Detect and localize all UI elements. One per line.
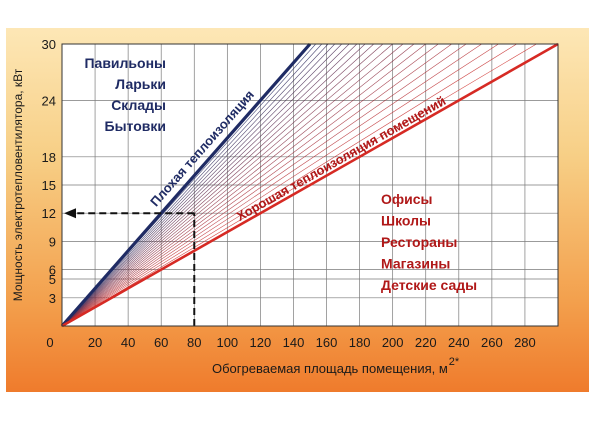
example-arrowhead (64, 208, 76, 219)
good-insulation-building-label: Магазины (381, 256, 450, 272)
x-tick-label: 280 (514, 335, 536, 350)
series-line-good-insulation (61, 42, 559, 328)
fan-line (61, 43, 517, 327)
y-tick-label: 5 (49, 272, 56, 287)
fan-line (61, 43, 374, 327)
y-tick-label: 9 (49, 234, 56, 249)
fan-line (61, 43, 452, 327)
x-tick-label: 80 (187, 335, 201, 350)
fan-line (61, 43, 358, 327)
plot-frame (61, 43, 559, 327)
y-tick-label: 3 (49, 291, 56, 306)
good-insulation-building-label: Офисы (381, 191, 433, 207)
fan-line (61, 43, 537, 327)
poor-insulation-building-label: Бытовки (105, 118, 166, 134)
x-tick-label: 40 (121, 335, 135, 350)
x-tick-label: 220 (415, 335, 437, 350)
fan-line (61, 43, 404, 327)
y-tick-label: 18 (42, 150, 56, 165)
fan-line (61, 43, 350, 327)
x-tick-label: 200 (382, 335, 404, 350)
x-tick-label: 100 (216, 335, 238, 350)
fan-line (61, 43, 329, 327)
x-tick-label: 120 (250, 335, 272, 350)
grid (62, 43, 559, 326)
fan-line (61, 43, 384, 327)
series-line-poor-insulation (60, 42, 312, 328)
poor-insulation-building-label: Склады (111, 97, 166, 113)
good-insulation-building-label: Школы (381, 213, 431, 229)
tick-labels: 0 20 40 60 80 100 120 140 160 180 200 220 240 260 280 3… (42, 37, 536, 350)
x-tick-label: 160 (316, 335, 338, 350)
good-insulation-building-label: Детские сады (381, 277, 477, 293)
y-axis-label: Мощность электротепловентилятора, кВт (11, 68, 25, 301)
y-tick-label: 6 (49, 263, 56, 278)
y-tick-label: 30 (42, 37, 56, 52)
x-tick-label: 140 (283, 335, 305, 350)
fan-line (61, 43, 393, 327)
y-tick-label: 12 (42, 206, 56, 221)
x-axis-label-superscript: 2* (449, 356, 460, 368)
fan-line (61, 43, 499, 327)
poor-insulation-building-label: Ларьки (115, 76, 166, 92)
axis-labels: Обогреваемая площадь помещения, м 2* Мощно… (11, 68, 460, 376)
poor-insulation-building-label: Павильоны (84, 55, 166, 71)
x-axis-label: Обогреваемая площадь помещения, м (212, 361, 448, 376)
example-lookup (64, 208, 196, 326)
fan-line (61, 43, 343, 327)
x-tick-label: 180 (349, 335, 371, 350)
y-tick-label: 24 (42, 93, 56, 108)
x-tick-label: 240 (448, 335, 470, 350)
good-insulation-building-label: Рестораны (381, 234, 457, 250)
series-lines (60, 42, 559, 328)
fan-line (61, 43, 439, 327)
fan-line (61, 43, 415, 327)
x-tick-label: 0 (46, 335, 53, 350)
fan-line (61, 43, 366, 327)
x-tick-label: 60 (154, 335, 168, 350)
fan-line (61, 43, 467, 327)
fan-line (61, 43, 336, 327)
x-tick-label: 260 (481, 335, 503, 350)
x-tick-label: 20 (88, 335, 102, 350)
y-tick-label: 15 (42, 178, 56, 193)
fan-line (61, 43, 426, 327)
fan-line (61, 43, 482, 327)
